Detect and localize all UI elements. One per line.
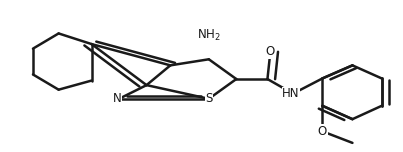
Text: O: O (318, 125, 327, 138)
Text: S: S (205, 92, 212, 105)
Text: NH$_2$: NH$_2$ (197, 28, 221, 43)
Text: O: O (266, 45, 275, 58)
Text: HN: HN (283, 87, 300, 100)
Text: N: N (113, 92, 121, 105)
